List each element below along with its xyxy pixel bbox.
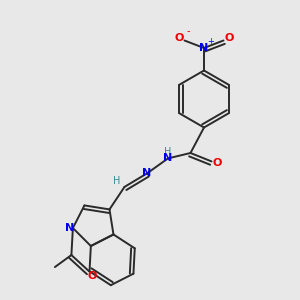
Text: H: H [164,147,172,157]
Text: N: N [65,223,74,233]
Text: H: H [113,176,121,186]
Text: N: N [142,168,152,178]
Text: N: N [200,43,208,53]
Text: O: O [224,33,234,43]
Text: O: O [88,271,97,281]
Text: +: + [207,37,214,46]
Text: O: O [213,158,222,168]
Text: -: - [187,26,190,37]
Text: N: N [164,153,172,164]
Text: O: O [174,33,184,43]
